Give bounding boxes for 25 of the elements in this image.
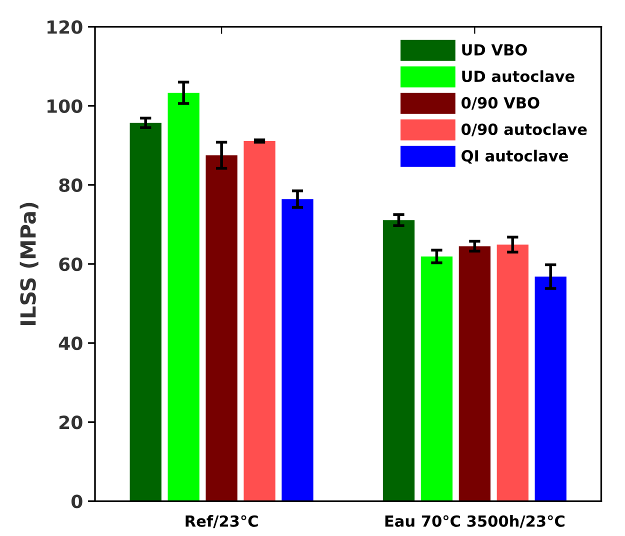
y-tick-label: 120: [48, 20, 82, 34]
x-tick-label: Eau 70°C 3500h/23°C: [385, 515, 564, 528]
legend-label: UD autoclave: [462, 70, 574, 82]
y-tick-label: 100: [48, 99, 82, 113]
bar: [496, 244, 528, 502]
y-axis-title: ILSS (MPa): [20, 202, 38, 326]
x-tick-label: Ref/23°C: [186, 515, 258, 528]
legend-label: 0/90 VBO: [462, 97, 540, 110]
y-tick-label: 60: [59, 257, 82, 272]
y-tick-label: 40: [58, 336, 82, 350]
bar: [282, 199, 314, 502]
y-tick-label: 20: [59, 416, 82, 430]
bar: [130, 122, 162, 502]
y-tick-label: 0: [71, 494, 82, 508]
legend-label: 0/90 autoclave: [462, 123, 587, 136]
bar: [382, 220, 415, 502]
legend-label: QI autoclave: [462, 150, 568, 164]
bar: [420, 256, 453, 502]
legend-label: UD VBO: [462, 44, 527, 56]
bar: [534, 276, 566, 502]
bar: [206, 155, 238, 502]
bar: [458, 246, 491, 502]
bar: [168, 92, 200, 502]
bar: [244, 141, 276, 502]
y-tick-label: 80: [59, 178, 82, 192]
